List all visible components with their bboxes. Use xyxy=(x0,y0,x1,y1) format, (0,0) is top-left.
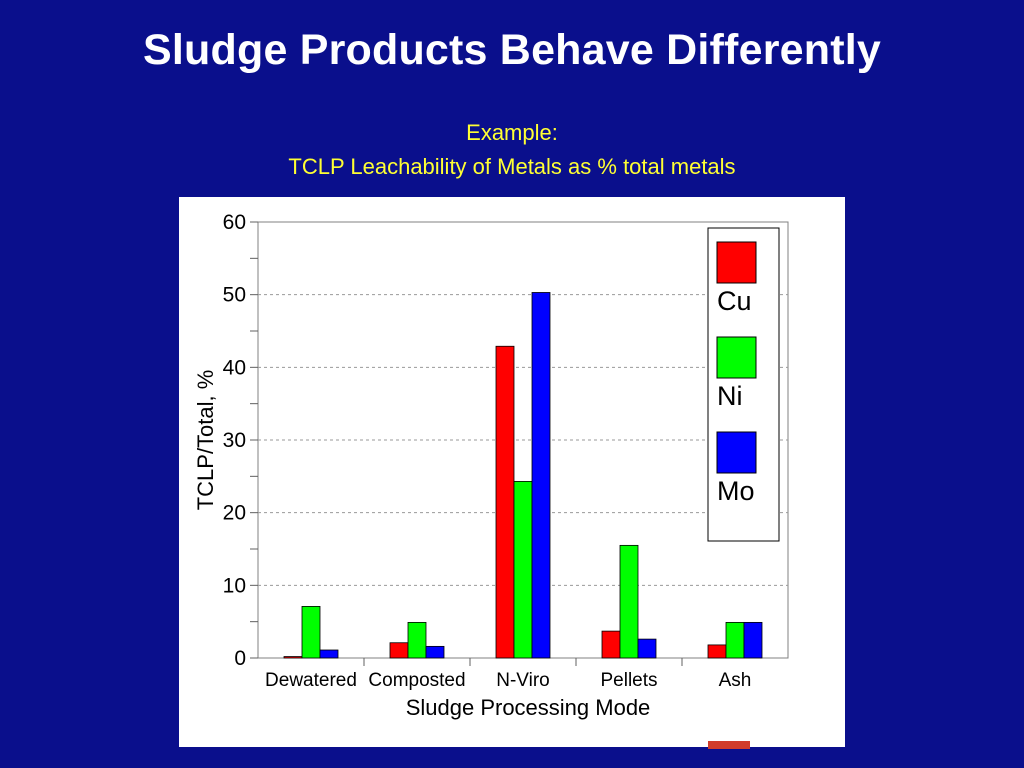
x-axis-title: Sludge Processing Mode xyxy=(406,695,651,720)
subtitle-example: Example: xyxy=(466,120,558,145)
bar-mo-ash xyxy=(743,621,763,659)
chart-panel: 0 10 20 30 40 50 60 Dewatered Composted N-Viro Pel… xyxy=(179,197,845,747)
bars xyxy=(283,292,763,659)
x-category-label: N-Viro xyxy=(496,670,550,691)
bar-ni-dewatered xyxy=(301,606,321,659)
bar-ni-pellets xyxy=(619,544,639,659)
bar-mo-pellets xyxy=(637,638,657,659)
slide-title: Sludge Products Behave Differently xyxy=(143,26,881,74)
bar-ni-n-viro xyxy=(513,481,533,659)
subtitle-description: TCLP Leachability of Metals as % total m… xyxy=(288,154,736,179)
bar-chart: 0 10 20 30 40 50 60 Dewatered Composted N-Viro Pel… xyxy=(193,211,789,720)
y-tick-label: 60 xyxy=(223,211,246,234)
legend-swatch-ni xyxy=(716,336,757,379)
y-tick-label: 50 xyxy=(223,284,246,307)
bar-mo-n-viro xyxy=(531,292,551,659)
bar-mo-composted xyxy=(425,645,445,659)
y-tick-label: 40 xyxy=(223,356,246,379)
bar-cu-composted xyxy=(389,642,409,659)
y-tick-label: 0 xyxy=(234,647,246,670)
bar-cu-dewatered xyxy=(283,656,303,659)
x-category-label: Composted xyxy=(368,670,465,691)
bar-mo-dewatered xyxy=(319,649,339,659)
bar-ni-ash xyxy=(725,621,745,659)
x-category-label: Pellets xyxy=(600,670,657,691)
bar-cu-n-viro xyxy=(495,345,515,659)
bar-ni-composted xyxy=(407,621,427,659)
y-axis-title: TCLP/Total, % xyxy=(193,370,218,511)
y-tick-label: 10 xyxy=(223,574,246,597)
legend-swatch-cu xyxy=(716,241,757,284)
bar-cu-pellets xyxy=(601,630,621,659)
legend-label-cu: Cu xyxy=(717,286,752,316)
legend: Cu Ni Mo xyxy=(707,227,780,542)
bar-cu-ash xyxy=(707,644,727,659)
legend-label-mo: Mo xyxy=(717,476,755,506)
slide-logo-mark xyxy=(708,741,750,749)
x-category-label: Ash xyxy=(719,670,752,691)
x-category-label: Dewatered xyxy=(265,670,357,691)
y-tick-label: 30 xyxy=(223,429,246,452)
y-tick-label: 20 xyxy=(223,502,246,525)
legend-swatch-mo xyxy=(716,431,757,474)
legend-label-ni: Ni xyxy=(717,381,743,411)
axes: 0 10 20 30 40 50 60 Dewatered Composted N-Viro Pel… xyxy=(223,211,752,691)
